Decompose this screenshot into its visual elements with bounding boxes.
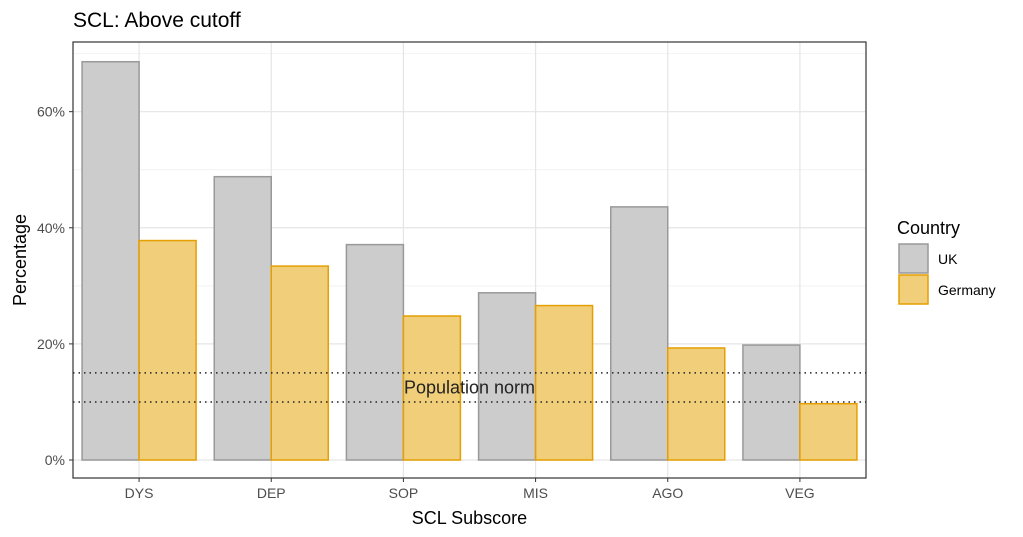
y-tick-label: 40% bbox=[37, 220, 65, 236]
x-tick-label: AGO bbox=[652, 485, 683, 501]
legend-swatch-uk bbox=[898, 243, 929, 274]
bar-germany-dys bbox=[138, 239, 197, 461]
chart-title: SCL: Above cutoff bbox=[73, 9, 241, 32]
legend-label-germany: Germany bbox=[938, 282, 996, 298]
legend-label-uk: UK bbox=[938, 251, 958, 267]
bar-uk-mis bbox=[477, 292, 537, 461]
x-tick-label: SOP bbox=[389, 485, 419, 501]
x-tick-label: MIS bbox=[523, 485, 548, 501]
legend-title: Country bbox=[897, 218, 960, 238]
bar-germany-ago bbox=[667, 347, 726, 461]
plot-border bbox=[72, 41, 867, 479]
x-tick-label: VEG bbox=[785, 485, 815, 501]
bar-uk-ago bbox=[610, 206, 669, 461]
y-axis-title: Percentage bbox=[10, 214, 30, 306]
bar-germany-veg bbox=[799, 402, 858, 461]
bar-uk-sop bbox=[345, 243, 405, 461]
bar-uk-dep bbox=[213, 175, 272, 461]
y-tick-label: 60% bbox=[37, 104, 65, 120]
y-tick-label: 0% bbox=[45, 452, 65, 468]
x-tick-label: DYS bbox=[125, 485, 154, 501]
x-axis-title: SCL Subscore bbox=[412, 508, 527, 528]
legend-swatch-germany bbox=[898, 274, 929, 305]
x-tick-label: DEP bbox=[257, 485, 286, 501]
y-tick-label: 20% bbox=[37, 336, 65, 352]
bar-germany-dep bbox=[270, 265, 329, 461]
bar-uk-veg bbox=[742, 344, 801, 461]
bar-uk-dys bbox=[81, 60, 140, 461]
bar-germany-sop bbox=[402, 315, 462, 461]
plot-panel bbox=[73, 42, 866, 478]
population-norm-label: Population norm bbox=[404, 377, 535, 397]
bar-germany-mis bbox=[534, 304, 594, 461]
